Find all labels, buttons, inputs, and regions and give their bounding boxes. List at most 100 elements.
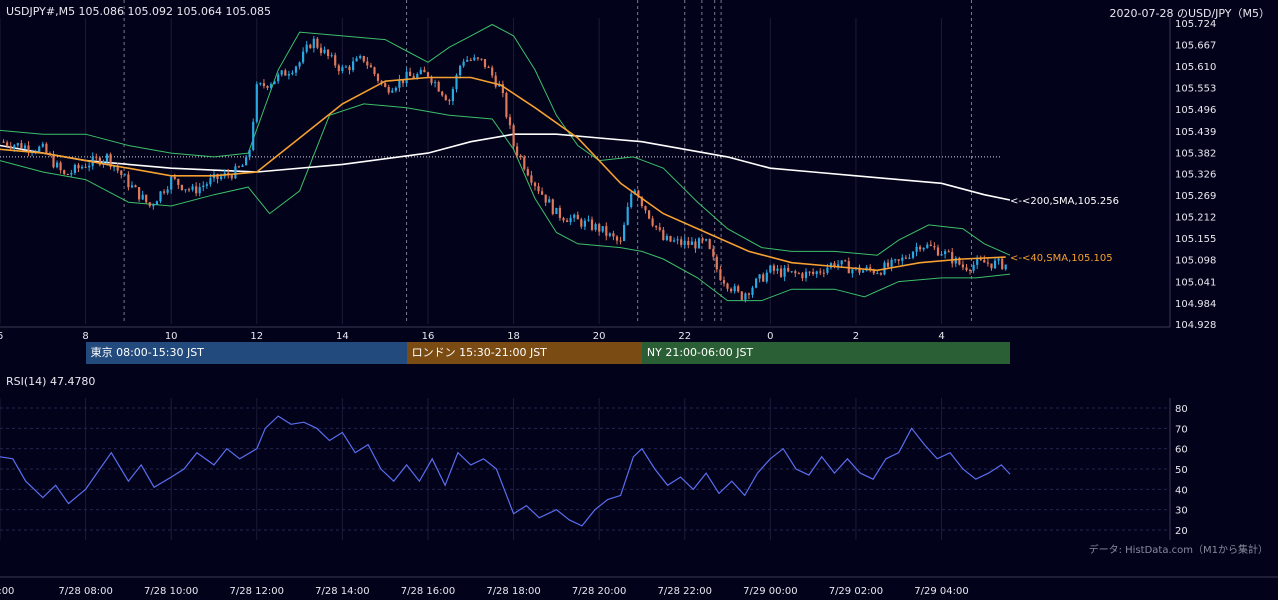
candle-body	[355, 58, 358, 62]
candle-body	[911, 251, 915, 258]
candle-body	[705, 239, 708, 241]
candle-body	[566, 220, 569, 222]
candle-body	[359, 56, 362, 59]
candle-body	[291, 72, 294, 75]
candle-body	[608, 233, 611, 236]
candle-body	[376, 74, 380, 81]
candle-body	[533, 182, 537, 187]
candle-body	[862, 270, 865, 273]
candle-body	[976, 259, 979, 265]
chart-title: 2020-07-28 のUSD/JPY（M5）	[1109, 7, 1270, 20]
hour-tick-label: 16	[422, 331, 435, 342]
candle-body	[430, 76, 433, 84]
candle-body	[480, 58, 483, 60]
candle-body	[405, 71, 408, 84]
candle-body	[109, 154, 112, 167]
sma200-line	[0, 133, 1011, 201]
candle-body	[787, 267, 790, 272]
candle-body	[954, 257, 957, 264]
candle-body	[979, 259, 982, 261]
candle-body	[601, 226, 604, 232]
candle-body	[280, 70, 283, 75]
candle-body	[248, 149, 251, 158]
candle-body	[783, 267, 786, 277]
price-tick-label: 105.439	[1175, 127, 1216, 138]
candle-body	[334, 55, 337, 66]
candle-body	[88, 165, 91, 168]
candle-body	[530, 175, 533, 183]
candle-body	[562, 217, 565, 221]
candle-body	[380, 80, 383, 83]
candle-body	[273, 81, 276, 85]
candle-body	[252, 121, 255, 150]
candle-body	[648, 210, 651, 219]
candle-body	[426, 72, 430, 77]
candle-body	[294, 66, 298, 73]
candle-body	[394, 87, 397, 91]
candle-body	[105, 154, 109, 162]
candle-body	[448, 100, 451, 102]
candle-body	[230, 175, 233, 179]
candle-body	[352, 61, 355, 71]
candle-body	[526, 169, 529, 176]
candle-body	[284, 70, 287, 76]
candle-body	[191, 186, 194, 190]
candle-body	[262, 83, 265, 86]
sma40-line	[0, 76, 1006, 272]
time-tick-label: 7/29 00:00	[743, 586, 797, 597]
candle-body	[373, 67, 376, 75]
candle-body	[694, 241, 697, 249]
candle-body	[298, 62, 301, 67]
candle-body	[779, 268, 783, 277]
candle-body	[726, 283, 729, 289]
candle-body	[516, 146, 519, 156]
candle-body	[330, 55, 333, 57]
candle-body	[669, 236, 672, 242]
candle-body	[159, 191, 162, 202]
candle-body	[558, 207, 561, 218]
candle-body	[344, 66, 347, 68]
candle-body	[908, 257, 911, 259]
candle-body	[969, 270, 972, 271]
time-tick-label: 7/28 08:00	[58, 586, 112, 597]
candle-body	[658, 227, 661, 230]
candle-body	[52, 155, 55, 168]
candle-body	[387, 87, 390, 93]
candle-body	[23, 145, 27, 149]
candle-body	[697, 238, 701, 249]
price-tick-label: 105.041	[1175, 277, 1216, 288]
session-london: ロンドン 15:30-21:00 JST	[406, 342, 642, 364]
candle-body	[876, 273, 879, 275]
candle-body	[205, 184, 208, 186]
hour-tick-label: 18	[507, 331, 520, 342]
candle-body	[537, 186, 540, 192]
candle-body	[170, 176, 173, 190]
candle-body	[302, 51, 305, 63]
candle-body	[198, 187, 201, 194]
price-tick-label: 105.155	[1175, 234, 1216, 245]
candle-body	[398, 79, 401, 88]
candle-body	[580, 219, 583, 227]
candle-body	[869, 267, 872, 270]
candle-body	[872, 269, 875, 274]
candle-body	[844, 260, 847, 262]
price-tick-label: 105.610	[1175, 62, 1216, 73]
candle-body	[605, 226, 608, 236]
candle-body	[929, 244, 932, 246]
candle-body	[965, 267, 968, 270]
price-tick-label: 105.667	[1175, 41, 1216, 52]
candle-body	[633, 190, 636, 194]
candle-body	[95, 156, 98, 158]
candle-body	[983, 259, 986, 263]
candle-body	[441, 91, 444, 96]
candle-body	[683, 241, 686, 245]
candle-body	[755, 278, 758, 288]
candle-body	[747, 293, 750, 295]
candle-body	[997, 258, 1000, 261]
candle-body	[672, 240, 676, 242]
candle-body	[519, 155, 522, 158]
candle-body	[573, 214, 576, 218]
candle-body	[494, 75, 497, 87]
candle-body	[362, 56, 365, 62]
candle-body	[808, 271, 811, 273]
